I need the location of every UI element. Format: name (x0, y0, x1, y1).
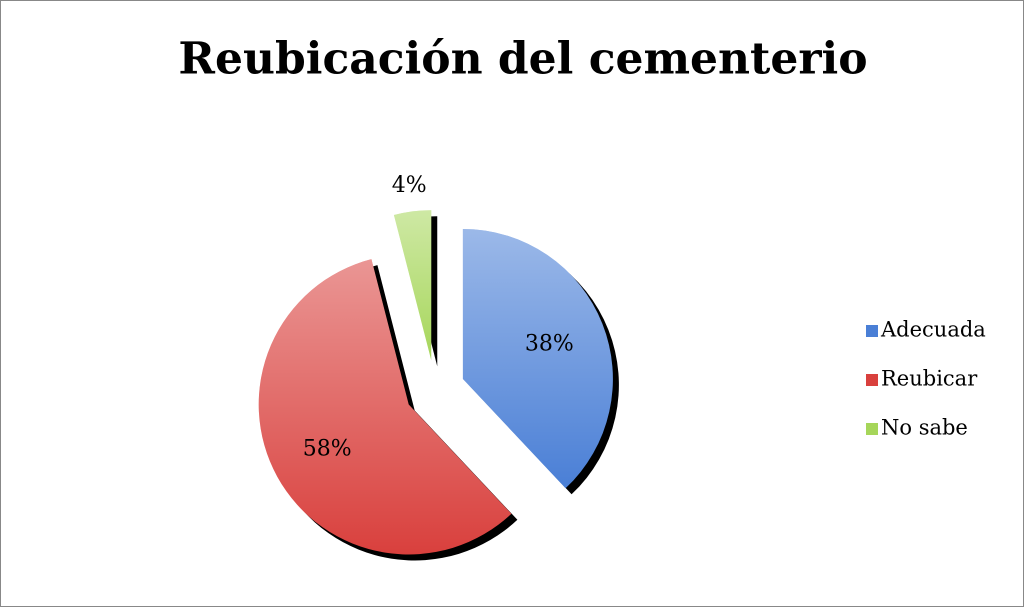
slice-shine (258, 259, 512, 555)
legend-label: Adecuada (880, 318, 986, 342)
legend-swatch (866, 423, 878, 435)
data-label: 38% (525, 332, 574, 357)
legend-label: Reubicar (881, 367, 978, 391)
legend-label: No sabe (881, 416, 968, 440)
slice-shine (393, 210, 432, 361)
chart-title: Reubicación del cementerio (178, 34, 867, 85)
data-label: 4% (392, 173, 427, 198)
slice-shine (462, 228, 613, 489)
data-label: 58% (303, 436, 352, 461)
legend-swatch (866, 374, 878, 386)
legend-swatch (866, 325, 878, 337)
